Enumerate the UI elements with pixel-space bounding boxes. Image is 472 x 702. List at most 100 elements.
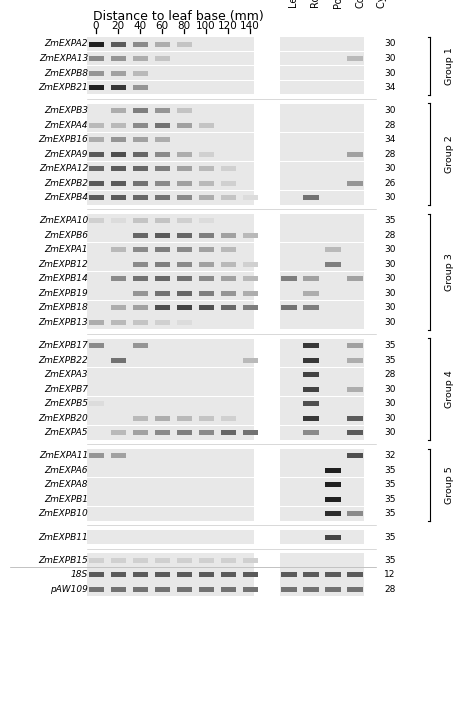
Bar — [87, 228, 254, 242]
Text: 32: 32 — [384, 451, 396, 461]
Bar — [243, 195, 258, 200]
Text: ZmEXPB1: ZmEXPB1 — [44, 495, 88, 504]
Bar — [325, 262, 341, 267]
Bar — [177, 218, 192, 223]
Bar — [133, 343, 147, 348]
Bar — [325, 468, 341, 473]
Bar — [87, 243, 254, 257]
Bar — [220, 195, 236, 200]
Text: ZmEXPB19: ZmEXPB19 — [38, 289, 88, 298]
Text: ZmEXPB3: ZmEXPB3 — [44, 106, 88, 115]
Bar — [89, 557, 103, 563]
Bar — [281, 277, 297, 282]
Text: 34: 34 — [384, 83, 396, 92]
Bar — [281, 305, 297, 310]
Bar — [133, 108, 147, 113]
Text: 30: 30 — [384, 399, 396, 408]
Bar — [110, 166, 126, 171]
Bar — [347, 416, 363, 420]
Bar — [243, 262, 258, 267]
Bar — [87, 478, 254, 492]
Bar — [280, 492, 364, 506]
Text: Coleoptile: Coleoptile — [355, 0, 365, 8]
Bar — [110, 320, 126, 325]
Text: 35: 35 — [384, 533, 396, 541]
Text: 120: 120 — [218, 21, 238, 31]
Text: 18S: 18S — [71, 570, 88, 579]
Bar — [220, 430, 236, 435]
Text: ZmEXPA5: ZmEXPA5 — [44, 428, 88, 437]
Bar — [303, 587, 319, 592]
Bar — [280, 214, 364, 228]
Bar — [110, 587, 126, 592]
Bar — [199, 277, 213, 282]
Bar — [243, 357, 258, 363]
Bar — [154, 587, 169, 592]
Bar — [220, 277, 236, 282]
Bar — [133, 56, 147, 61]
Bar — [280, 51, 364, 65]
Bar — [89, 587, 103, 592]
Bar — [280, 353, 364, 367]
Text: Root tip: Root tip — [311, 0, 321, 8]
Text: ZmEXPA6: ZmEXPA6 — [44, 466, 88, 475]
Bar — [177, 41, 192, 46]
Text: 30: 30 — [384, 246, 396, 254]
Bar — [177, 416, 192, 420]
Bar — [243, 305, 258, 310]
Bar — [220, 416, 236, 420]
Bar — [199, 262, 213, 267]
Bar — [199, 152, 213, 157]
Text: ZmEXPA10: ZmEXPA10 — [39, 216, 88, 225]
Bar — [110, 85, 126, 90]
Bar — [280, 411, 364, 425]
Bar — [133, 587, 147, 592]
Bar — [199, 572, 213, 577]
Bar — [133, 137, 147, 143]
Text: ZmEXPA3: ZmEXPA3 — [44, 370, 88, 379]
Bar — [303, 430, 319, 435]
Text: 30: 30 — [384, 289, 396, 298]
Text: ZmEXPB17: ZmEXPB17 — [38, 341, 88, 350]
Bar — [199, 233, 213, 238]
Bar — [280, 338, 364, 352]
Bar — [199, 247, 213, 253]
Bar — [154, 572, 169, 577]
Bar — [280, 301, 364, 315]
Bar — [199, 291, 213, 296]
Bar — [89, 137, 103, 143]
Bar — [220, 572, 236, 577]
Text: 26: 26 — [384, 179, 396, 187]
Bar — [280, 582, 364, 596]
Bar — [243, 430, 258, 435]
Bar — [347, 357, 363, 363]
Bar — [199, 305, 213, 310]
Bar — [280, 425, 364, 439]
Bar — [87, 258, 254, 272]
Bar — [325, 534, 341, 540]
Text: ZmEXPA13: ZmEXPA13 — [39, 54, 88, 63]
Text: 35: 35 — [384, 495, 396, 504]
Bar — [325, 482, 341, 487]
Text: 28: 28 — [384, 231, 396, 240]
Text: 30: 30 — [384, 428, 396, 437]
Bar — [347, 152, 363, 157]
Bar — [110, 557, 126, 563]
Bar — [89, 453, 103, 458]
Bar — [89, 343, 103, 348]
Text: 0: 0 — [93, 21, 99, 31]
Bar — [154, 166, 169, 171]
Text: ZmEXPB6: ZmEXPB6 — [44, 231, 88, 240]
Text: 34: 34 — [384, 135, 396, 144]
Bar — [177, 108, 192, 113]
Bar — [154, 262, 169, 267]
Bar — [110, 572, 126, 577]
Bar — [177, 180, 192, 186]
Bar — [243, 572, 258, 577]
Bar — [133, 41, 147, 46]
Bar — [325, 572, 341, 577]
Bar — [154, 277, 169, 282]
Bar — [87, 301, 254, 315]
Text: ZmEXPB2: ZmEXPB2 — [44, 179, 88, 187]
Bar — [280, 191, 364, 205]
